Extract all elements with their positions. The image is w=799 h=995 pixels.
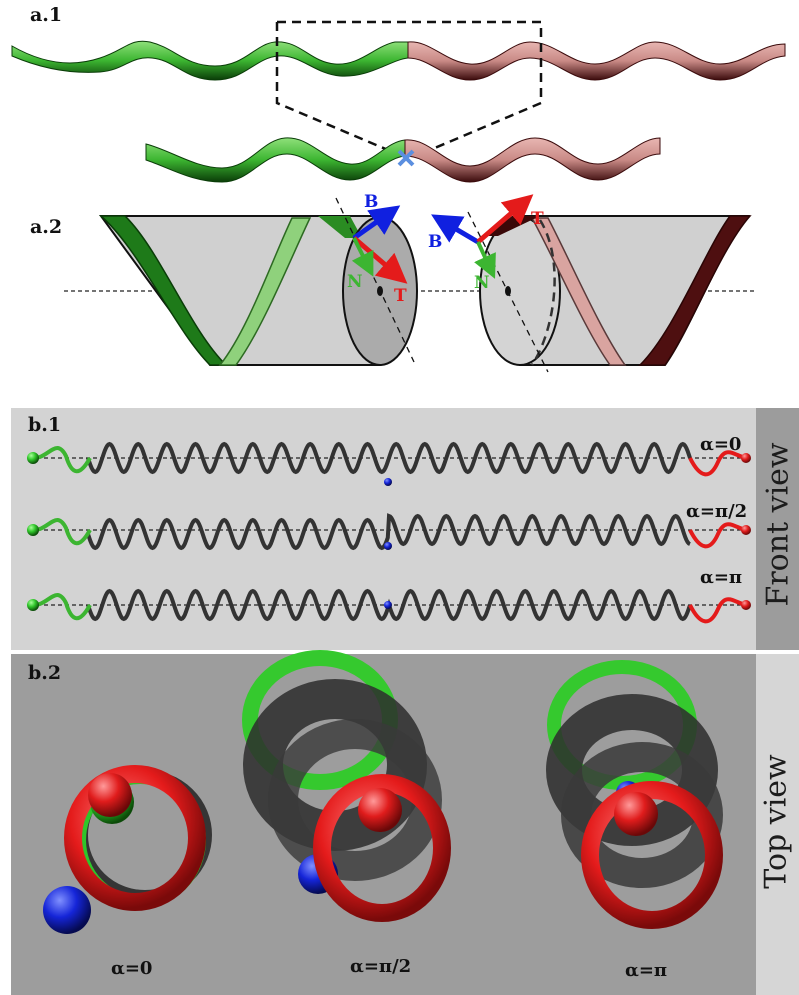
red-ring-0 (64, 765, 206, 911)
right-helix-dark-strip (638, 215, 752, 366)
right-vector-t (476, 194, 534, 244)
right-cylinder (467, 211, 752, 373)
green-end-ball (27, 524, 39, 536)
top-view-alpha-pi (546, 660, 723, 929)
top-caption-2: α=π (625, 960, 668, 981)
red-ball-0 (88, 773, 132, 817)
right-label-b: B (428, 232, 442, 252)
right-vector-n (474, 241, 496, 279)
right-label-n: N (474, 273, 490, 293)
left-vector-b (352, 205, 401, 241)
left-cap-center-dot (377, 286, 383, 296)
left-helix-light-strip (218, 217, 312, 366)
blue-junction-bead (384, 601, 392, 609)
blue-ball-0 (43, 886, 91, 934)
ribbon-green-segment (11, 40, 409, 81)
green-end-segment (31, 446, 92, 474)
left-label-b: B (364, 192, 378, 212)
red-end-segment (688, 597, 747, 624)
top-caption-1: α=π/2 (350, 956, 412, 977)
right-vector-b (431, 214, 480, 245)
ribbon-helix-zoom (145, 137, 661, 183)
ribbon-helix-full (11, 40, 786, 81)
top-caption-0: α=0 (111, 958, 153, 979)
red-ball-1 (358, 788, 402, 832)
panel-label-b1: b.1 (28, 414, 62, 436)
zoom-box-outline (275, 20, 543, 152)
green-end-segment (31, 593, 92, 621)
red-end-ball (741, 525, 751, 535)
left-label-t: T (394, 286, 407, 306)
top-view-side-strip: Top view (756, 654, 799, 995)
panel-label-a2: a.2 (30, 216, 63, 238)
top-view-alpha-0 (43, 765, 212, 934)
red-ball-2 (614, 792, 658, 836)
red-end-segment (688, 522, 747, 549)
ribbon-pink-segment (407, 41, 786, 81)
left-label-n: N (347, 272, 363, 292)
top-view-alpha-half-pi (242, 650, 451, 922)
front-alpha-label-1: α=π/2 (686, 501, 748, 522)
green-end-ball (27, 452, 39, 464)
junction-cross-icon (397, 149, 415, 167)
red-ring-1 (313, 774, 451, 922)
front-alpha-label-2: α=π (700, 567, 743, 588)
left-helix-top-strip (318, 216, 362, 238)
right-helix-light-strip (530, 217, 627, 366)
red-ring-2 (581, 781, 723, 929)
right-cap-arc-dashed (530, 219, 556, 366)
right-label-t: T (531, 209, 544, 229)
front-view-side-strip: Front view (756, 408, 799, 650)
panel-label-a1: a.1 (30, 4, 63, 26)
red-end-segment (688, 450, 747, 477)
left-cylinder (99, 197, 418, 366)
left-vector-n (351, 237, 374, 277)
red-end-ball (741, 600, 751, 610)
green-end-ball (27, 599, 39, 611)
front-view-helices (27, 441, 751, 624)
gray-helix (86, 513, 691, 551)
gray-helix (86, 441, 692, 475)
left-vector-t (352, 236, 408, 284)
panel-label-b2: b.2 (28, 662, 62, 684)
blue-junction-bead (384, 542, 392, 550)
ribbon-zoom-pink (404, 137, 661, 183)
ribbon-zoom-green (145, 137, 406, 183)
front-alpha-label-0: α=0 (700, 434, 742, 455)
red-end-ball (741, 453, 751, 463)
green-end-segment (31, 518, 92, 546)
right-cap-center-dot (505, 286, 511, 296)
blue-junction-bead (384, 478, 392, 486)
